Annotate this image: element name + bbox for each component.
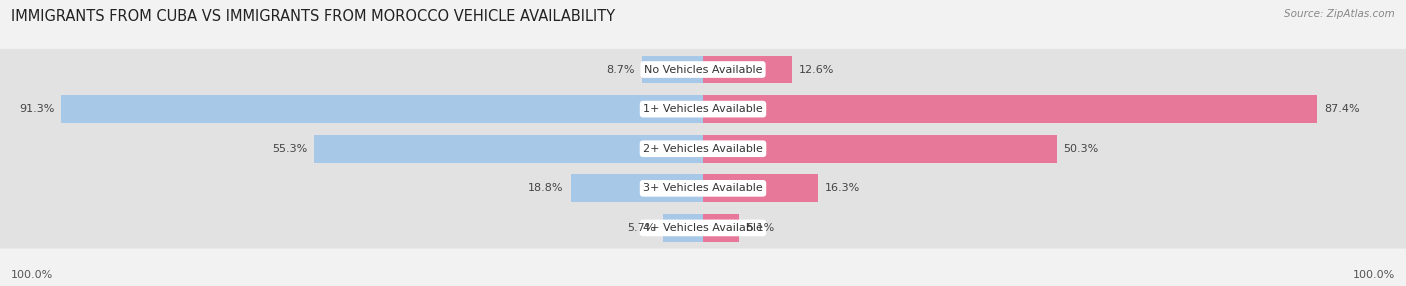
Text: 3+ Vehicles Available: 3+ Vehicles Available — [643, 183, 763, 193]
Text: 2+ Vehicles Available: 2+ Vehicles Available — [643, 144, 763, 154]
Text: 8.7%: 8.7% — [606, 65, 636, 75]
Text: 100.0%: 100.0% — [1353, 270, 1395, 280]
Bar — [703, 56, 792, 84]
Text: Source: ZipAtlas.com: Source: ZipAtlas.com — [1284, 9, 1395, 19]
Bar — [60, 95, 703, 123]
Bar — [315, 135, 703, 162]
Bar — [703, 214, 740, 242]
Text: 5.1%: 5.1% — [747, 223, 775, 233]
Bar — [643, 56, 703, 84]
FancyBboxPatch shape — [0, 49, 1406, 90]
FancyBboxPatch shape — [0, 207, 1406, 249]
Bar — [703, 95, 1317, 123]
Bar — [571, 174, 703, 202]
Text: 100.0%: 100.0% — [11, 270, 53, 280]
FancyBboxPatch shape — [0, 168, 1406, 209]
FancyBboxPatch shape — [0, 89, 1406, 130]
Bar — [664, 214, 703, 242]
Text: IMMIGRANTS FROM CUBA VS IMMIGRANTS FROM MOROCCO VEHICLE AVAILABILITY: IMMIGRANTS FROM CUBA VS IMMIGRANTS FROM … — [11, 9, 616, 23]
Text: 5.7%: 5.7% — [627, 223, 655, 233]
Bar — [703, 174, 818, 202]
Text: 4+ Vehicles Available: 4+ Vehicles Available — [643, 223, 763, 233]
Text: 18.8%: 18.8% — [529, 183, 564, 193]
Text: 1+ Vehicles Available: 1+ Vehicles Available — [643, 104, 763, 114]
Text: 55.3%: 55.3% — [271, 144, 308, 154]
Text: 50.3%: 50.3% — [1064, 144, 1099, 154]
Text: 87.4%: 87.4% — [1324, 104, 1360, 114]
Text: 12.6%: 12.6% — [799, 65, 834, 75]
Text: 16.3%: 16.3% — [824, 183, 860, 193]
FancyBboxPatch shape — [0, 128, 1406, 169]
Text: 91.3%: 91.3% — [18, 104, 53, 114]
Text: No Vehicles Available: No Vehicles Available — [644, 65, 762, 75]
Bar — [703, 135, 1057, 162]
